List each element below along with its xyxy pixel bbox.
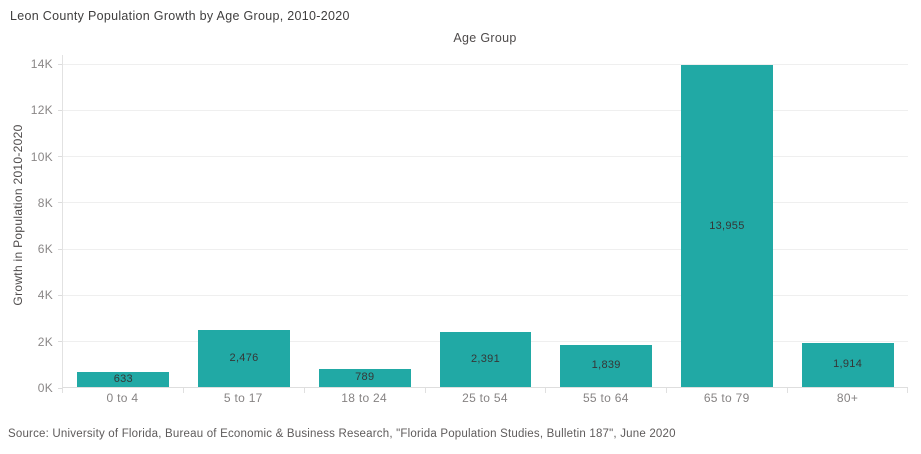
y-tick-mark: [58, 248, 62, 250]
y-tick-mark: [58, 387, 62, 389]
y-tick-mark: [58, 341, 62, 343]
y-axis: 0K 2K 4K 6K 8K 10K 12K 14K: [0, 58, 62, 394]
gridline-14K: [63, 64, 908, 65]
y-tick-label: 14K: [30, 57, 53, 71]
y-tick-label: 6K: [37, 242, 53, 257]
y-tick-label: 8K: [37, 195, 53, 210]
chart-title: Leon County Population Growth by Age Gro…: [10, 9, 350, 23]
bar-25-to-54[interactable]: 2,391: [439, 331, 532, 387]
gridline-8K: [63, 202, 908, 204]
source-note: Source: University of Florida, Bureau of…: [8, 428, 676, 440]
bar-value-label: 13,955: [709, 219, 745, 232]
x-tick-mark: [424, 388, 426, 393]
x-axis-title: Age Group: [453, 31, 517, 45]
bar-0-to-4[interactable]: 633: [77, 372, 170, 387]
bar-value-label: 789: [355, 371, 375, 384]
x-tick-label: 0 to 4: [106, 391, 139, 405]
x-tick-mark: [787, 388, 789, 393]
x-tick-mark: [907, 388, 908, 393]
y-tick-label: 0K: [37, 381, 53, 395]
bar-55-to-64[interactable]: 1,839: [560, 344, 653, 387]
x-tick-mark: [182, 388, 184, 393]
x-axis: 0 to 4 5 to 17 18 to 24 25 to 54 55 to 64 65 …: [62, 388, 908, 409]
x-tick-label: 18 to 24: [341, 391, 388, 405]
gridline-12K: [63, 110, 908, 112]
x-tick-label: 5 to 17: [223, 391, 263, 405]
x-tick-label: 65 to 79: [703, 391, 750, 405]
y-tick-label: 10K: [30, 149, 53, 164]
bar-value-label: 1,914: [833, 358, 863, 371]
bar-value-label: 2,476: [229, 351, 259, 364]
y-tick-mark: [58, 294, 62, 296]
y-axis-line-stub: [62, 55, 63, 64]
gridline-6K: [63, 248, 908, 250]
y-tick-label: 4K: [37, 288, 53, 303]
bar-value-label: 2,391: [470, 352, 500, 365]
y-tick-label: 12K: [30, 103, 53, 118]
y-tick-mark: [58, 63, 62, 65]
x-tick-label: 80+: [836, 391, 859, 405]
x-tick-mark: [62, 388, 63, 393]
x-tick-mark: [666, 388, 668, 393]
bar-18-to-24[interactable]: 789: [318, 368, 411, 387]
bar-65-to-79[interactable]: 13,955: [681, 65, 773, 387]
x-tick-mark: [545, 388, 547, 393]
gridline-10K: [63, 156, 908, 158]
bar-value-label: 1,839: [591, 359, 621, 372]
bar-5-to-17[interactable]: 2,476: [198, 329, 290, 387]
bar-value-label: 633: [113, 373, 133, 386]
y-tick-mark: [58, 202, 62, 204]
x-tick-label: 25 to 54: [462, 391, 508, 405]
gridline-4K: [63, 294, 908, 296]
x-tick-mark: [303, 388, 305, 393]
bar-80plus[interactable]: 1,914: [801, 342, 894, 387]
x-tick-label: 55 to 64: [582, 391, 629, 405]
y-tick-mark: [58, 156, 62, 158]
y-tick-label: 2K: [37, 334, 53, 349]
plot-area: 633 2,476 789 2,391 1,839 13,955 1,914: [62, 64, 908, 388]
y-tick-mark: [58, 109, 62, 111]
